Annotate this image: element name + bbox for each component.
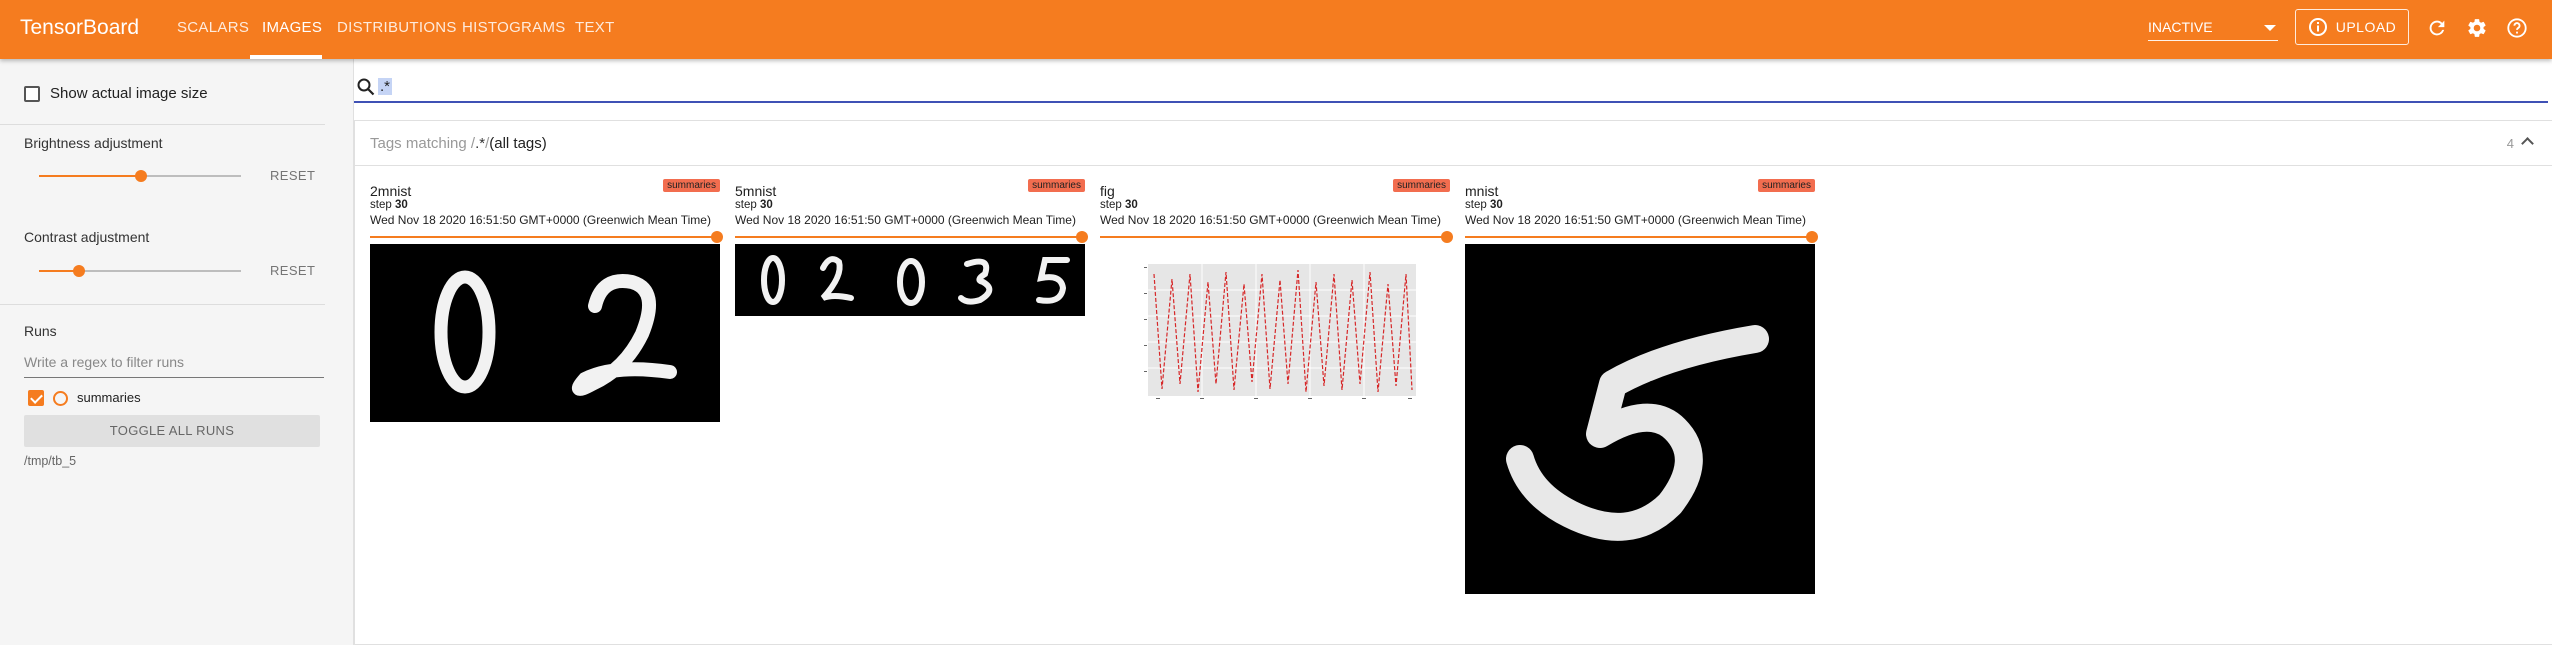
settings-gear-icon[interactable] <box>2466 17 2488 39</box>
step-slider[interactable] <box>370 231 723 243</box>
contrast-slider-fill <box>39 270 79 272</box>
toggle-all-runs-button[interactable]: TOGGLE ALL RUNS <box>24 415 320 447</box>
chevron-up-icon[interactable] <box>2521 137 2534 150</box>
run-badge: summaries <box>1393 179 1450 192</box>
step-label: step <box>735 199 757 211</box>
step-slider-knob[interactable] <box>1441 231 1453 243</box>
tab-text[interactable]: TEXT <box>575 19 615 36</box>
brightness-label: Brightness adjustment <box>24 135 163 151</box>
tab-images[interactable]: IMAGES <box>262 19 323 36</box>
step-label: step <box>370 199 392 211</box>
tags-matching-pattern: .* <box>475 135 486 152</box>
card-timestamp: Wed Nov 18 2020 16:51:50 GMT+0000 (Green… <box>1465 213 1806 227</box>
image-2mnist[interactable] <box>370 244 720 422</box>
tag-filter-input[interactable]: .* <box>378 78 393 95</box>
run-badge: summaries <box>1758 179 1815 192</box>
all-tags-label: (all tags) <box>489 135 547 152</box>
tag-count: 4 <box>2506 136 2514 151</box>
step-slider-knob[interactable] <box>1806 231 1818 243</box>
sidebar: Show actual image size Brightness adjust… <box>0 59 354 645</box>
card-timestamp: Wed Nov 18 2020 16:51:50 GMT+0000 (Green… <box>735 213 1076 227</box>
step-label: step <box>1100 199 1122 211</box>
card-step: step 30 <box>735 199 773 211</box>
search-icon <box>357 78 375 96</box>
step-value: 30 <box>759 199 773 211</box>
card-step: step 30 <box>1100 199 1138 211</box>
active-tab-indicator <box>250 55 322 59</box>
contrast-reset-button[interactable]: RESET <box>270 263 316 278</box>
show-actual-size-checkbox[interactable] <box>24 86 40 102</box>
run-summaries-label: summaries <box>77 390 141 405</box>
reload-status-select[interactable]: INACTIVE <box>2148 15 2278 41</box>
step-slider-knob[interactable] <box>1076 231 1088 243</box>
step-slider[interactable] <box>735 231 1088 243</box>
tab-distributions[interactable]: DISTRIBUTIONS <box>337 19 457 36</box>
runs-title: Runs <box>24 323 57 339</box>
contrast-label: Contrast adjustment <box>24 229 150 245</box>
upload-button[interactable]: UPLOAD <box>2295 9 2409 45</box>
tag-group-header[interactable]: Tags matching /.*/(all tags) 4 <box>355 121 2552 166</box>
tags-matching-label: Tags matching /.*/(all tags) <box>370 135 547 152</box>
card-timestamp: Wed Nov 18 2020 16:51:50 GMT+0000 (Green… <box>370 213 711 227</box>
tag-filter-bar[interactable]: .* <box>354 73 2548 103</box>
brightness-slider-knob[interactable] <box>135 170 147 182</box>
sidebar-divider <box>0 124 325 125</box>
refresh-icon[interactable] <box>2426 17 2448 39</box>
contrast-slider-knob[interactable] <box>73 265 85 277</box>
step-slider[interactable] <box>1100 231 1453 243</box>
image-fig[interactable] <box>1100 244 1450 422</box>
card-tag: 5mnist <box>735 183 777 199</box>
brightness-slider-fill <box>39 175 141 177</box>
run-badge: summaries <box>1028 179 1085 192</box>
step-slider-knob[interactable] <box>711 231 723 243</box>
app-title: TensorBoard <box>20 16 140 39</box>
status-select-value: INACTIVE <box>2148 19 2213 35</box>
card-tag: fig <box>1100 183 1115 199</box>
tab-histograms[interactable]: HISTOGRAMS <box>462 19 566 36</box>
run-color-swatch <box>53 391 68 406</box>
run-summaries-checkbox[interactable] <box>28 390 44 406</box>
tags-matching-suffix: / <box>485 135 490 152</box>
step-value: 30 <box>1124 199 1138 211</box>
logdir-path: /tmp/tb_5 <box>24 454 77 468</box>
brightness-reset-button[interactable]: RESET <box>270 168 316 183</box>
help-icon[interactable] <box>2506 17 2528 39</box>
upload-label: UPLOAD <box>2335 19 2397 35</box>
run-badge: summaries <box>663 179 720 192</box>
top-app-bar: TensorBoard SCALARS IMAGES DISTRIBUTIONS… <box>0 0 2552 59</box>
contrast-slider-track[interactable] <box>39 270 241 272</box>
image-mnist[interactable] <box>1465 244 1815 594</box>
image-5mnist[interactable] <box>735 244 1085 316</box>
show-actual-size-label: Show actual image size <box>50 85 208 102</box>
card-timestamp: Wed Nov 18 2020 16:51:50 GMT+0000 (Green… <box>1100 213 1441 227</box>
card-step: step 30 <box>370 199 408 211</box>
tags-matching-prefix: Tags matching / <box>370 135 476 152</box>
info-icon <box>2308 18 2327 36</box>
runs-filter-input[interactable]: Write a regex to filter runs <box>24 354 324 378</box>
step-value: 30 <box>394 199 408 211</box>
tab-scalars[interactable]: SCALARS <box>177 19 250 36</box>
card-tag: mnist <box>1465 183 1499 199</box>
step-slider[interactable] <box>1465 231 1818 243</box>
dropdown-arrow-icon <box>2264 25 2276 31</box>
step-label: step <box>1465 199 1487 211</box>
step-value: 30 <box>1489 199 1503 211</box>
card-step: step 30 <box>1465 199 1503 211</box>
sidebar-divider <box>0 304 325 305</box>
card-tag: 2mnist <box>370 183 412 199</box>
